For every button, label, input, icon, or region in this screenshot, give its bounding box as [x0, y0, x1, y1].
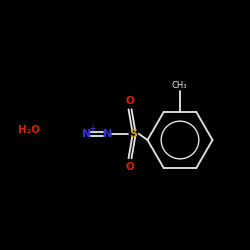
Text: CH₃: CH₃	[171, 80, 187, 90]
Text: H₂O: H₂O	[18, 125, 40, 135]
Text: N: N	[103, 129, 112, 139]
Text: O: O	[126, 162, 134, 172]
Text: S: S	[130, 129, 138, 139]
Text: N: N	[82, 129, 91, 139]
Text: +: +	[89, 124, 95, 133]
Text: O: O	[126, 96, 134, 106]
